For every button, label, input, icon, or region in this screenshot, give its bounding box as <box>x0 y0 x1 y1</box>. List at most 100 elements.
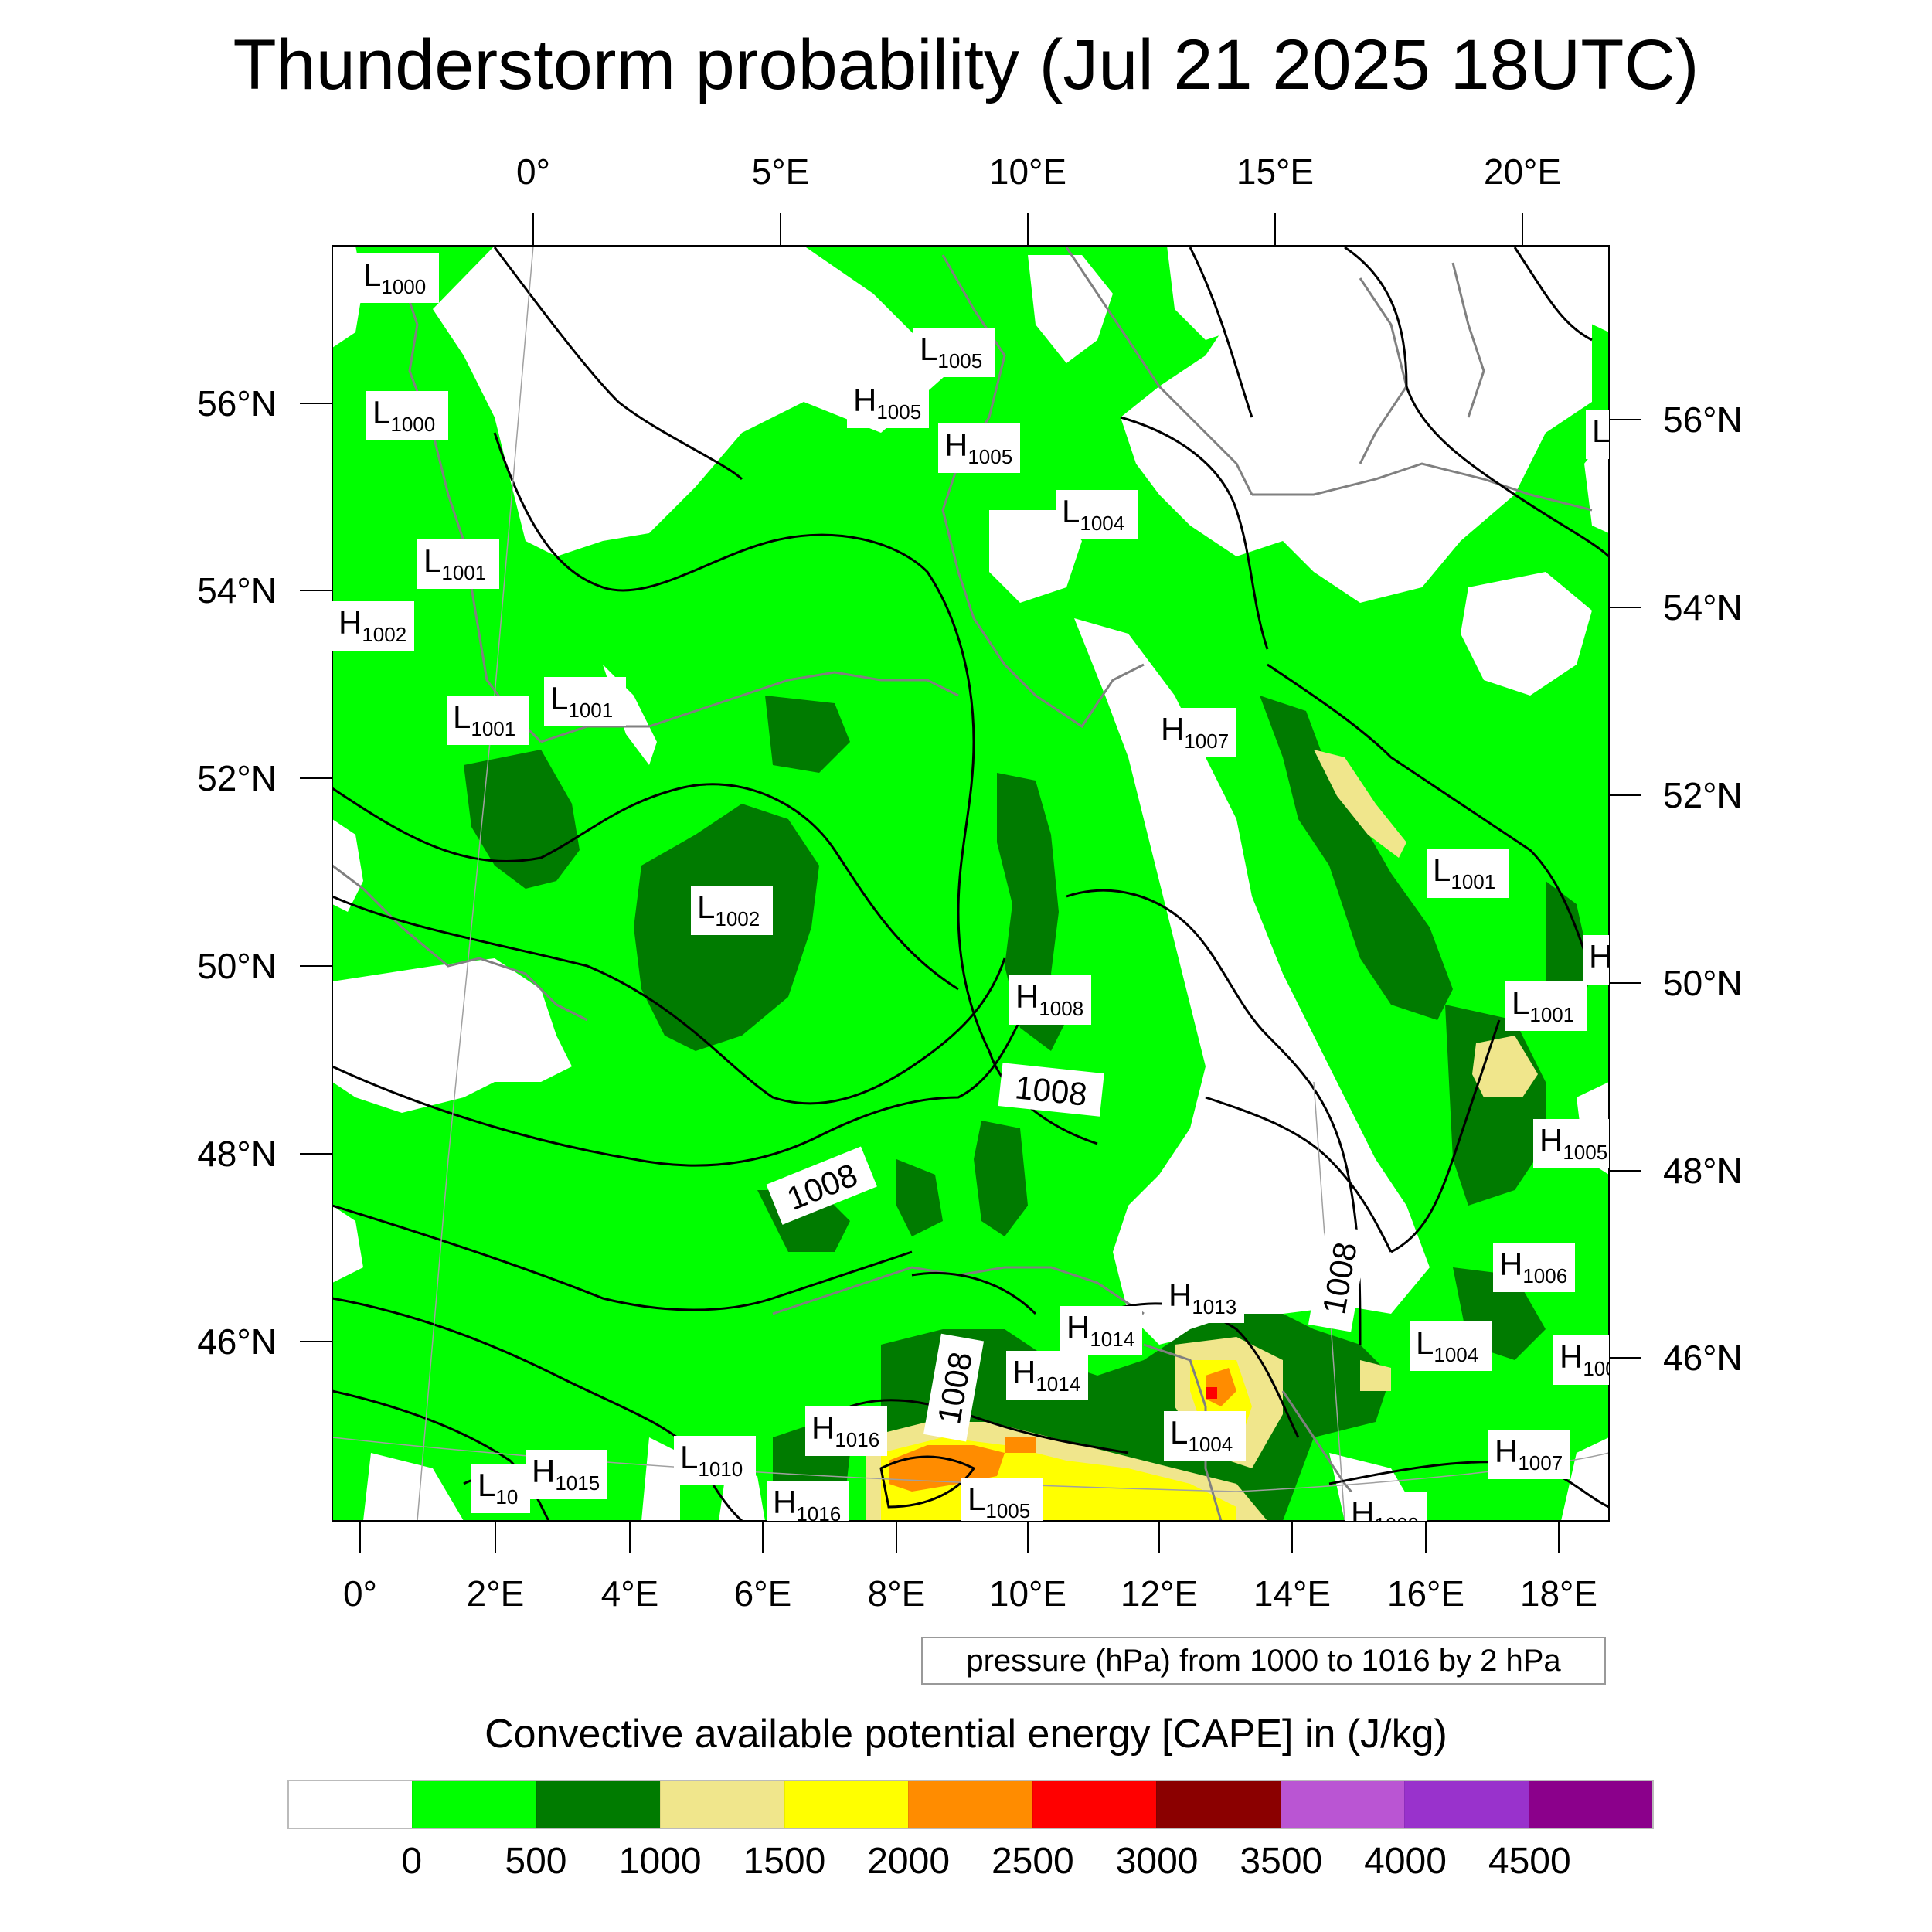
svg-text:H1013: H1013 <box>1168 1277 1236 1318</box>
svg-text:L1005: L1005 <box>968 1481 1030 1522</box>
cape-colorbar <box>287 1780 1654 1829</box>
svg-text:L1001: L1001 <box>1433 852 1495 893</box>
left-lat-label: 46°N <box>197 1321 277 1362</box>
low-pressure-label: L1010 <box>674 1436 756 1485</box>
high-pressure-label: H1007 <box>1155 708 1236 757</box>
bottom-lon-label: 12°E <box>1121 1573 1198 1614</box>
right-lat-label: 46°N <box>1663 1338 1743 1378</box>
right-lat-label: 52°N <box>1663 775 1743 815</box>
top-lon-labels: 0° 5°E 10°E 15°E 20°E <box>516 151 1561 192</box>
high-pressure-label: H <box>1583 935 1612 985</box>
colorbar-tick-label: 1000 <box>618 1841 702 1882</box>
low-pressure-label: L <box>1586 410 1610 459</box>
colorbar-tick-label: 1500 <box>743 1841 826 1882</box>
low-pressure-label: L1001 <box>417 539 499 589</box>
top-lon-label: 10°E <box>989 151 1066 192</box>
bottom-lon-label: 2°E <box>467 1573 525 1614</box>
left-lat-label: 50°N <box>197 946 277 986</box>
left-lat-labels: 56°N 54°N 52°N 50°N 48°N 46°N <box>197 383 277 1362</box>
high-pressure-label: H1008 <box>1009 975 1091 1025</box>
svg-text:L1010: L1010 <box>680 1439 743 1481</box>
colorbar-tick-label: 500 <box>505 1841 567 1882</box>
colorbar-tick-labels: 0 500 1000 1500 2000 2500 3000 3500 4000 4500 <box>0 1843 1932 1889</box>
high-pressure-label: H1015 <box>526 1450 607 1499</box>
top-lon-label: 0° <box>516 151 550 192</box>
colorbar-swatch <box>1032 1781 1157 1828</box>
svg-text:H1002: H1002 <box>338 604 406 646</box>
svg-text:H1014: H1014 <box>1012 1354 1080 1396</box>
low-pressure-label: L1004 <box>1410 1321 1492 1371</box>
low-pressure-label: L1005 <box>961 1478 1043 1522</box>
left-lat-label: 56°N <box>197 383 277 423</box>
bottom-lon-label: 4°E <box>601 1573 659 1614</box>
top-lon-label: 20°E <box>1484 151 1561 192</box>
colorbar-tick-label: 3000 <box>1115 1841 1199 1882</box>
svg-text:H1007: H1007 <box>1161 711 1229 753</box>
svg-text:H1008: H1008 <box>1015 978 1083 1020</box>
colorbar-swatch <box>1528 1781 1652 1828</box>
svg-text:L1001: L1001 <box>550 680 613 722</box>
svg-text:H100: H100 <box>1560 1338 1617 1380</box>
low-pressure-label: L1001 <box>447 696 529 745</box>
colorbar-swatch <box>412 1781 536 1828</box>
left-lat-label: 54°N <box>197 570 277 611</box>
low-pressure-label: L1002 <box>691 886 773 935</box>
svg-text:H1016: H1016 <box>811 1410 879 1451</box>
svg-text:L1000: L1000 <box>363 257 426 298</box>
bottom-lon-label: 18°E <box>1520 1573 1597 1614</box>
low-pressure-label: L1000 <box>366 391 448 440</box>
tick-marks <box>300 213 1641 1553</box>
high-pressure-label: H1005 <box>847 379 929 428</box>
map-title: Thunderstorm probability (Jul 21 2025 18… <box>233 26 1699 104</box>
low-pressure-label: L1004 <box>1056 490 1138 539</box>
low-pressure-label: L1001 <box>1427 849 1509 898</box>
colorbar-tick-label: 2500 <box>991 1841 1074 1882</box>
isobars <box>332 246 1609 1521</box>
bottom-lon-label: 14°E <box>1253 1573 1331 1614</box>
isobar-label: 1008 <box>1013 1069 1089 1113</box>
colorbar-tick-label: 3500 <box>1240 1841 1323 1882</box>
low-pressure-label: L1000 <box>357 253 439 303</box>
coastlines <box>332 247 1593 1521</box>
svg-text:L10: L10 <box>478 1467 518 1509</box>
svg-text:L1004: L1004 <box>1170 1414 1233 1456</box>
high-pressure-label: H100 <box>1553 1335 1617 1385</box>
high-pressure-label: H1005 <box>1533 1119 1609 1168</box>
high-pressure-label: H1016 <box>767 1481 849 1526</box>
colorbar-swatch <box>1156 1781 1281 1828</box>
right-lat-label: 48°N <box>1663 1151 1743 1191</box>
svg-text:L1004: L1004 <box>1062 493 1124 535</box>
high-pressure-label: H1013 <box>1162 1274 1244 1323</box>
left-lat-label: 52°N <box>197 758 277 798</box>
svg-text:H1016: H1016 <box>773 1484 841 1526</box>
svg-text:H: H <box>1589 938 1612 975</box>
pressure-system-labels: L1000 L1000 L1001 H1002 L1001 L1001 L1005 H1005… <box>332 253 1617 1526</box>
colorbar-title: Convective available potential energy [C… <box>485 1712 1447 1757</box>
right-lat-label: 50°N <box>1663 963 1743 1003</box>
svg-text:L1004: L1004 <box>1416 1325 1478 1366</box>
svg-text:H1006: H1006 <box>1499 1246 1567 1287</box>
top-lon-label: 15°E <box>1236 151 1314 192</box>
svg-text:L: L <box>1592 413 1610 449</box>
svg-text:L1001: L1001 <box>453 699 515 740</box>
high-pressure-label: H1014 <box>1060 1306 1142 1355</box>
cape-field <box>332 246 1609 1521</box>
colorbar-tick-label: 4000 <box>1364 1841 1447 1882</box>
bottom-lon-label: 0° <box>343 1573 377 1614</box>
top-lon-label: 5°E <box>752 151 810 192</box>
high-pressure-label: H1006 <box>1493 1243 1575 1292</box>
svg-text:L1001: L1001 <box>1512 985 1574 1026</box>
low-pressure-label: L10 <box>471 1464 530 1513</box>
svg-text:H1007: H1007 <box>1495 1433 1563 1475</box>
svg-text:H1005: H1005 <box>1539 1122 1607 1164</box>
isobar-value-labels: 1008 1008 1008 1008 <box>766 1063 1369 1442</box>
low-pressure-label: L1005 <box>913 328 995 377</box>
svg-text:H1015: H1015 <box>532 1453 600 1495</box>
colorbar-swatch <box>1404 1781 1529 1828</box>
colorbar-swatch <box>536 1781 661 1828</box>
right-lat-labels: 56°N 54°N 52°N 50°N 48°N 46°N <box>1663 400 1743 1378</box>
colorbar-swatch <box>660 1781 784 1828</box>
svg-text:H1014: H1014 <box>1066 1309 1134 1351</box>
colorbar-tick-label: 4500 <box>1488 1841 1571 1882</box>
